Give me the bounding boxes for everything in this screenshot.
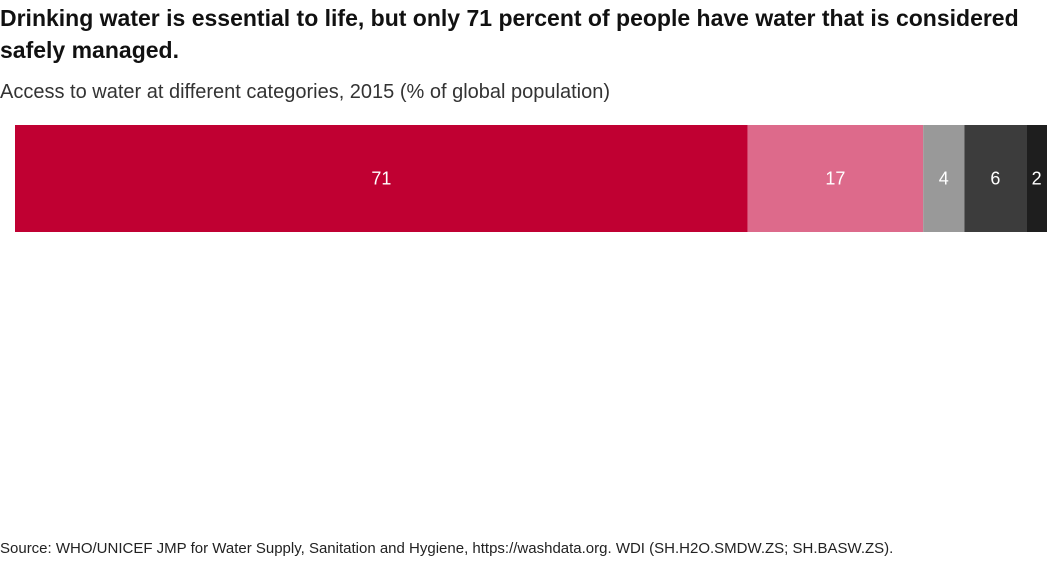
- source-note: Source: WHO/UNICEF JMP for Water Supply,…: [0, 540, 894, 557]
- bar-label-0: 71: [371, 169, 391, 189]
- bar-label-4: 2: [1032, 169, 1042, 189]
- stacked-bar-chart: 71 17 4 6 2: [0, 118, 1056, 240]
- bar-label-2: 4: [939, 169, 949, 189]
- bar-label-3: 6: [990, 169, 1000, 189]
- chart-svg: 71 17 4 6 2: [15, 125, 1047, 232]
- bar-segment-2: [923, 125, 965, 232]
- bar-segment-0: [15, 125, 748, 232]
- chart-subtitle: Access to water at different categories,…: [0, 81, 610, 103]
- bar-segment-3: [964, 125, 1027, 232]
- bar-label-1: 17: [825, 169, 845, 189]
- bar-segment-4: [1026, 125, 1047, 232]
- bar-segment-1: [747, 125, 924, 232]
- chart-title: Drinking water is essential to life, but…: [0, 5, 1019, 63]
